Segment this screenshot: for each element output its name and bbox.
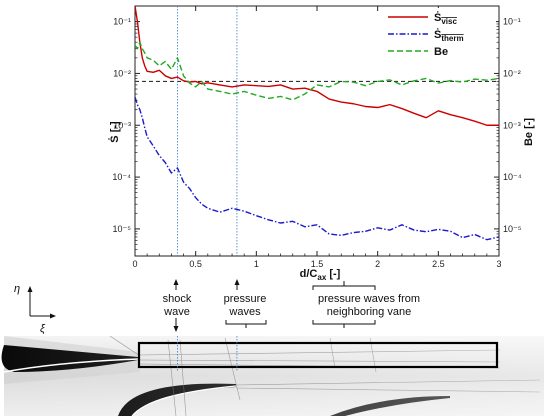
x-tick-label: 2.5 <box>432 259 445 269</box>
schlieren-image <box>1 335 544 416</box>
x-tick-label: 2 <box>375 259 380 269</box>
y-tick-label-left: 10⁻⁴ <box>112 172 131 182</box>
y-axis-label-right: Be [-] <box>523 118 535 146</box>
legend: Ṡvisc Ṡtherm Be <box>384 8 496 58</box>
x-tick-label: 1.5 <box>311 259 324 269</box>
y-tick-label-left: 10⁻² <box>113 68 131 78</box>
y-tick-label-right: 10⁻⁴ <box>503 172 522 182</box>
annotation-pressure-line1: pressure <box>224 293 267 305</box>
y-tick-label-right: 10⁻⁵ <box>503 224 522 234</box>
measurement-window <box>137 341 499 369</box>
legend-label-visc-main: Ṡ <box>434 11 441 24</box>
legend-label-therm-sub: therm <box>441 34 463 43</box>
annotation-shock-line1: shock <box>163 293 192 305</box>
y-tick-label-right: 10⁻² <box>503 68 521 78</box>
series-be-line <box>135 41 499 101</box>
y-tick-label-right: 10⁻³ <box>503 120 521 130</box>
legend-label-visc-sub: visc <box>441 17 457 26</box>
y-axis-label-left: Ṡ [-] <box>108 121 121 143</box>
y-tick-label-left: 10⁻¹ <box>113 17 131 27</box>
guide-lines-lower <box>177 336 238 372</box>
axis-ticks <box>134 5 500 257</box>
x-axis-label-sub: ax <box>317 273 326 282</box>
legend-label-be: Be <box>434 46 448 58</box>
coordinate-axes: η ξ <box>14 283 56 335</box>
y-tick-label-left: 10⁻⁵ <box>113 224 132 234</box>
eta-symbol: η <box>14 283 20 295</box>
x-tick-label: 0.5 <box>189 259 202 269</box>
xi-symbol: ξ <box>40 323 46 335</box>
annotation-neighbor-line2: neighboring vane <box>327 306 411 318</box>
x-axis-label-unit: [-] <box>326 268 340 280</box>
legend-label-visc: Ṡvisc <box>434 11 457 26</box>
annotation-pressure-line2: waves <box>228 306 261 318</box>
x-tick-label: 0 <box>132 259 137 269</box>
series-layer <box>135 6 499 241</box>
x-tick-label: 3 <box>496 259 501 269</box>
annotation-shock-line2: wave <box>163 306 190 318</box>
legend-label-therm-main: Ṡ <box>434 28 441 41</box>
annotations: shock wave pressure waves pressure waves… <box>163 279 420 332</box>
series-therm-line <box>135 96 499 241</box>
annotation-neighbor-line1: pressure waves from <box>318 293 420 305</box>
y-tick-label-right: 10⁻¹ <box>503 17 521 27</box>
x-axis-label-main: d/C <box>300 268 318 280</box>
x-tick-label: 1 <box>254 259 259 269</box>
x-axis-label: d/Cax [-] <box>300 268 341 282</box>
reference-lines <box>135 6 499 256</box>
legend-label-therm: Ṡtherm <box>434 28 464 43</box>
y-tick-label-left: 10⁻³ <box>113 120 131 130</box>
series-visc-line <box>135 6 499 126</box>
tick-labels: 0 0.5 1 1.5 2 2.5 3 10⁻⁵ 10⁻⁵ 10⁻⁴ 10⁻⁴ 10⁻³ 10⁻³ 10⁻… <box>112 17 521 269</box>
